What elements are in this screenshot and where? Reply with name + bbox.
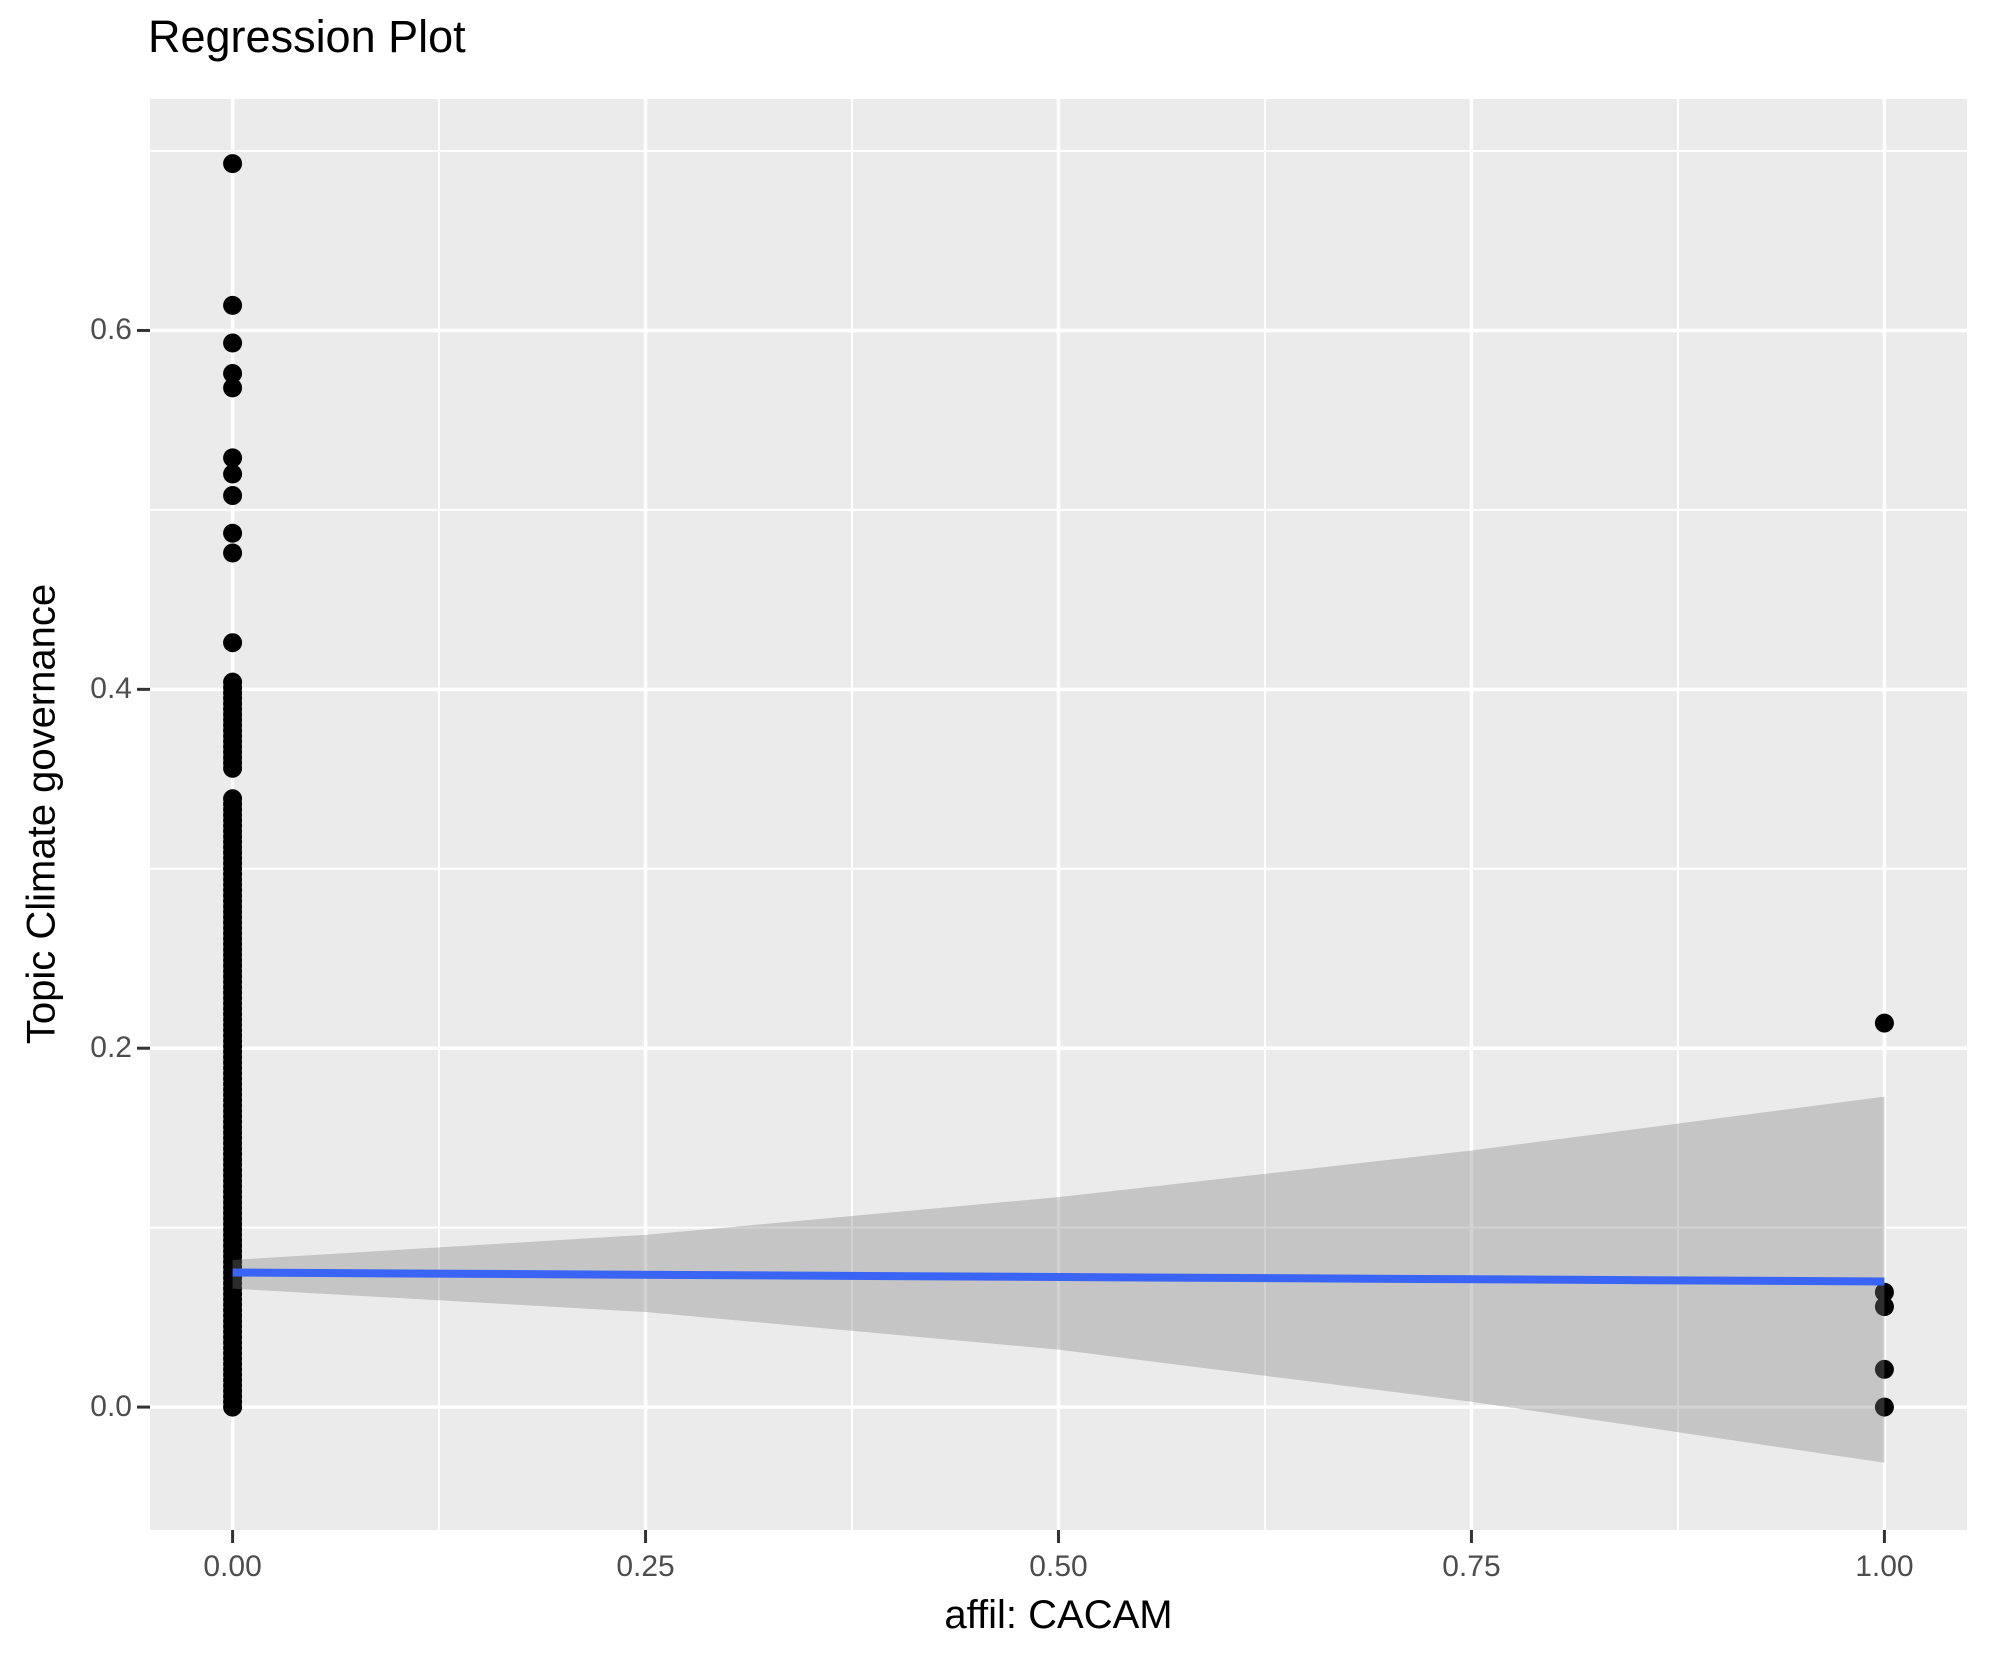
data-point — [223, 633, 243, 653]
data-point — [223, 295, 243, 315]
x-tick-label: 0.75 — [1442, 1550, 1501, 1583]
y-tick-label: 0.0 — [90, 1390, 132, 1424]
y-tick-label: 0.4 — [90, 672, 132, 706]
x-tick-label: 1.00 — [1855, 1550, 1914, 1583]
data-point — [223, 789, 243, 809]
data-point — [223, 523, 243, 543]
data-point — [223, 364, 243, 384]
data-point — [223, 672, 243, 692]
data-point — [223, 486, 243, 506]
data-point — [1874, 1297, 1894, 1317]
data-point — [223, 333, 243, 353]
data-point — [223, 154, 243, 174]
data-point — [1874, 1013, 1894, 1033]
x-axis-title: affil: CACAM — [944, 1593, 1173, 1637]
data-point — [223, 543, 243, 563]
data-point — [1874, 1282, 1894, 1302]
plot-title: Regression Plot — [148, 11, 466, 62]
regression-line — [232, 1268, 1885, 1286]
y-tick-label: 0.6 — [90, 313, 132, 347]
data-point — [223, 464, 243, 484]
data-point — [1874, 1397, 1894, 1417]
data-point — [223, 378, 243, 398]
data-point — [223, 448, 243, 468]
x-tick-label: 0.25 — [616, 1550, 675, 1583]
data-point — [1874, 1359, 1894, 1379]
y-tick-label: 0.2 — [90, 1031, 132, 1065]
x-tick-label: 0.00 — [203, 1550, 262, 1583]
y-axis-title: Topic Climate governance — [19, 583, 64, 1045]
x-tick-label: 0.50 — [1029, 1550, 1088, 1583]
